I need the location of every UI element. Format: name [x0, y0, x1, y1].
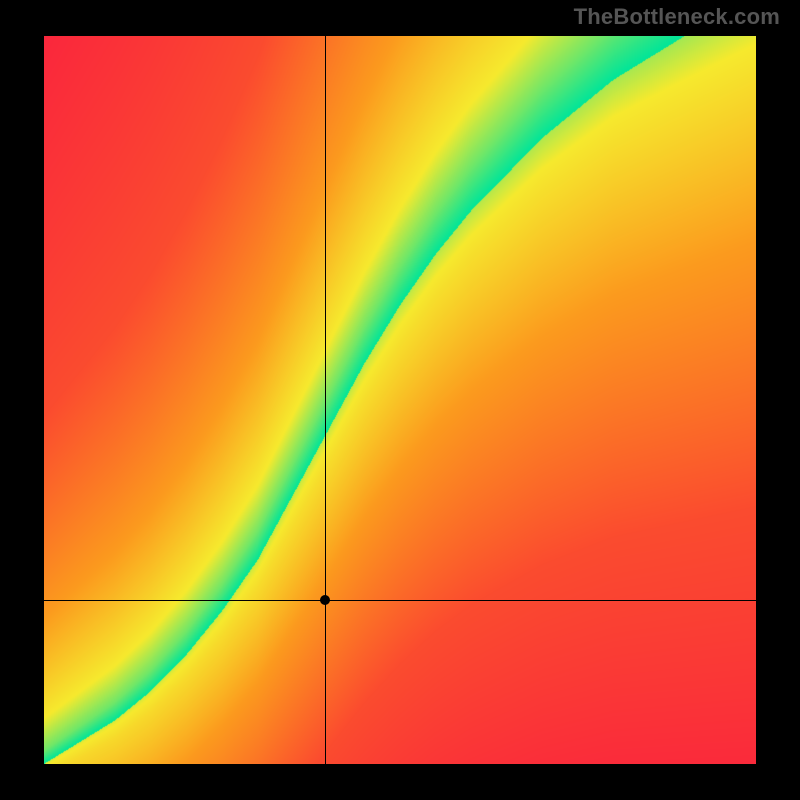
- chart-frame: TheBottleneck.com: [0, 0, 800, 800]
- crosshair-vertical: [325, 36, 326, 764]
- watermark-text: TheBottleneck.com: [574, 4, 780, 30]
- crosshair-horizontal: [44, 600, 756, 601]
- heatmap-canvas: [44, 36, 756, 764]
- plot-area: [44, 36, 756, 764]
